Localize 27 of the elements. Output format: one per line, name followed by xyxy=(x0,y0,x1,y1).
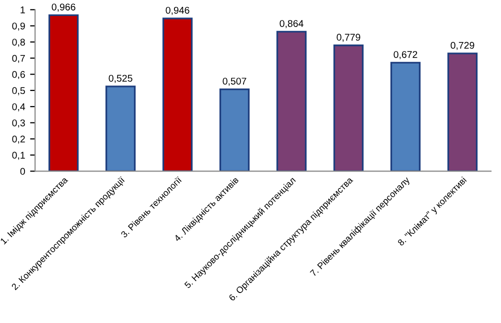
bar xyxy=(390,62,421,172)
y-tick-label: 0,2 xyxy=(12,136,25,144)
y-tick-label: 1 xyxy=(20,6,25,14)
bar xyxy=(276,30,307,172)
data-label: 0,779 xyxy=(336,34,360,42)
bar xyxy=(105,86,136,172)
data-label: 0,966 xyxy=(52,4,76,12)
data-label: 0,946 xyxy=(166,6,190,15)
y-tick-label: 0,9 xyxy=(12,22,25,31)
y-tick-label: 0,3 xyxy=(12,119,25,128)
data-label: 0,525 xyxy=(108,74,132,83)
y-tick-label: 0,7 xyxy=(12,54,25,63)
data-label: 0,672 xyxy=(394,51,418,60)
bar xyxy=(48,14,79,172)
bar xyxy=(162,18,193,172)
y-tick-label: 0,6 xyxy=(12,71,25,80)
bar xyxy=(333,44,364,172)
data-label: 0,729 xyxy=(450,42,474,50)
y-tick-label: 0,5 xyxy=(12,87,25,96)
data-label: 0,507 xyxy=(222,78,246,86)
bar xyxy=(447,52,478,172)
bar xyxy=(219,88,250,172)
y-tick-label: 0,4 xyxy=(12,103,26,112)
y-tick-label: 0 xyxy=(20,168,25,175)
y-tick-label: 0,8 xyxy=(12,38,25,47)
data-label: 0,864 xyxy=(280,20,304,28)
y-tick-label: 0,1 xyxy=(12,152,25,160)
